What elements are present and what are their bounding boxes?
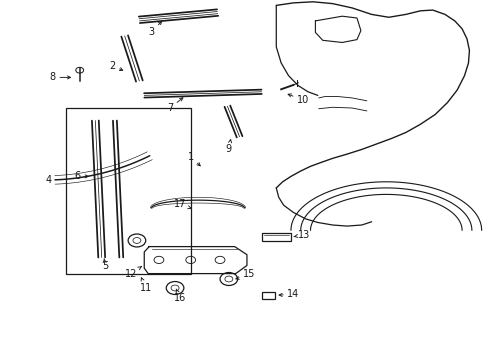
Text: 15: 15 xyxy=(235,269,255,279)
Text: 9: 9 xyxy=(225,140,231,154)
Text: 5: 5 xyxy=(102,258,108,271)
Text: 3: 3 xyxy=(148,22,162,37)
Text: 11: 11 xyxy=(139,278,152,293)
Text: 12: 12 xyxy=(124,266,141,279)
Bar xyxy=(261,233,290,241)
Text: 7: 7 xyxy=(167,98,183,113)
Text: 14: 14 xyxy=(279,289,299,300)
Text: 13: 13 xyxy=(293,230,310,240)
Text: 17: 17 xyxy=(173,199,191,210)
Text: 4: 4 xyxy=(46,175,52,185)
Text: 16: 16 xyxy=(173,289,186,303)
Text: 8: 8 xyxy=(50,72,70,82)
Text: 1: 1 xyxy=(187,152,200,166)
Text: 2: 2 xyxy=(109,60,122,71)
Text: 10: 10 xyxy=(287,94,309,105)
Bar xyxy=(66,108,190,274)
Bar xyxy=(261,292,275,299)
Text: 6: 6 xyxy=(74,171,88,181)
